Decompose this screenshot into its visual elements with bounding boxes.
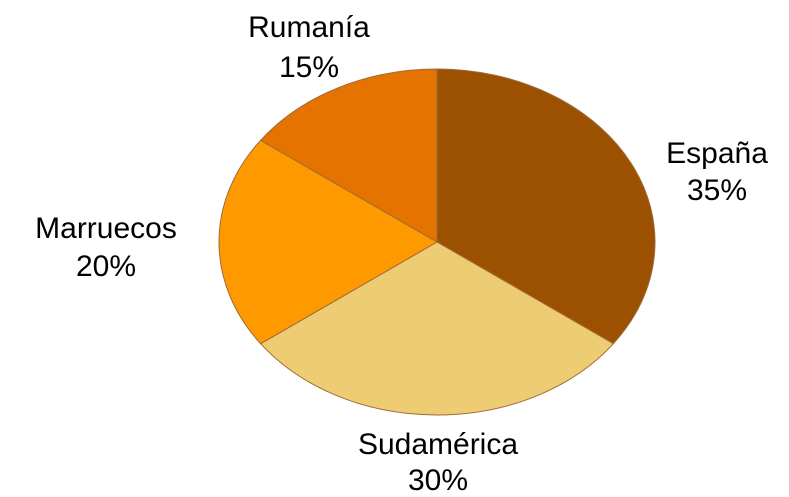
pie-slices [218, 68, 656, 416]
slice-percent-label: 30% [408, 464, 468, 497]
slice-percent-label: 15% [279, 51, 339, 84]
slice-category-label: España [666, 137, 768, 170]
slice-category-label: Marruecos [35, 212, 177, 245]
slice-category-label: Rumanía [248, 11, 370, 44]
pie-slice-1 [436, 68, 656, 345]
pie-slice-4 [259, 68, 438, 243]
slice-percent-label: 35% [687, 174, 747, 207]
slice-percent-label: 20% [76, 250, 136, 283]
pie-slice-2 [259, 241, 615, 416]
slice-category-label: Sudamérica [358, 428, 518, 461]
pie-slice-3 [218, 139, 439, 345]
